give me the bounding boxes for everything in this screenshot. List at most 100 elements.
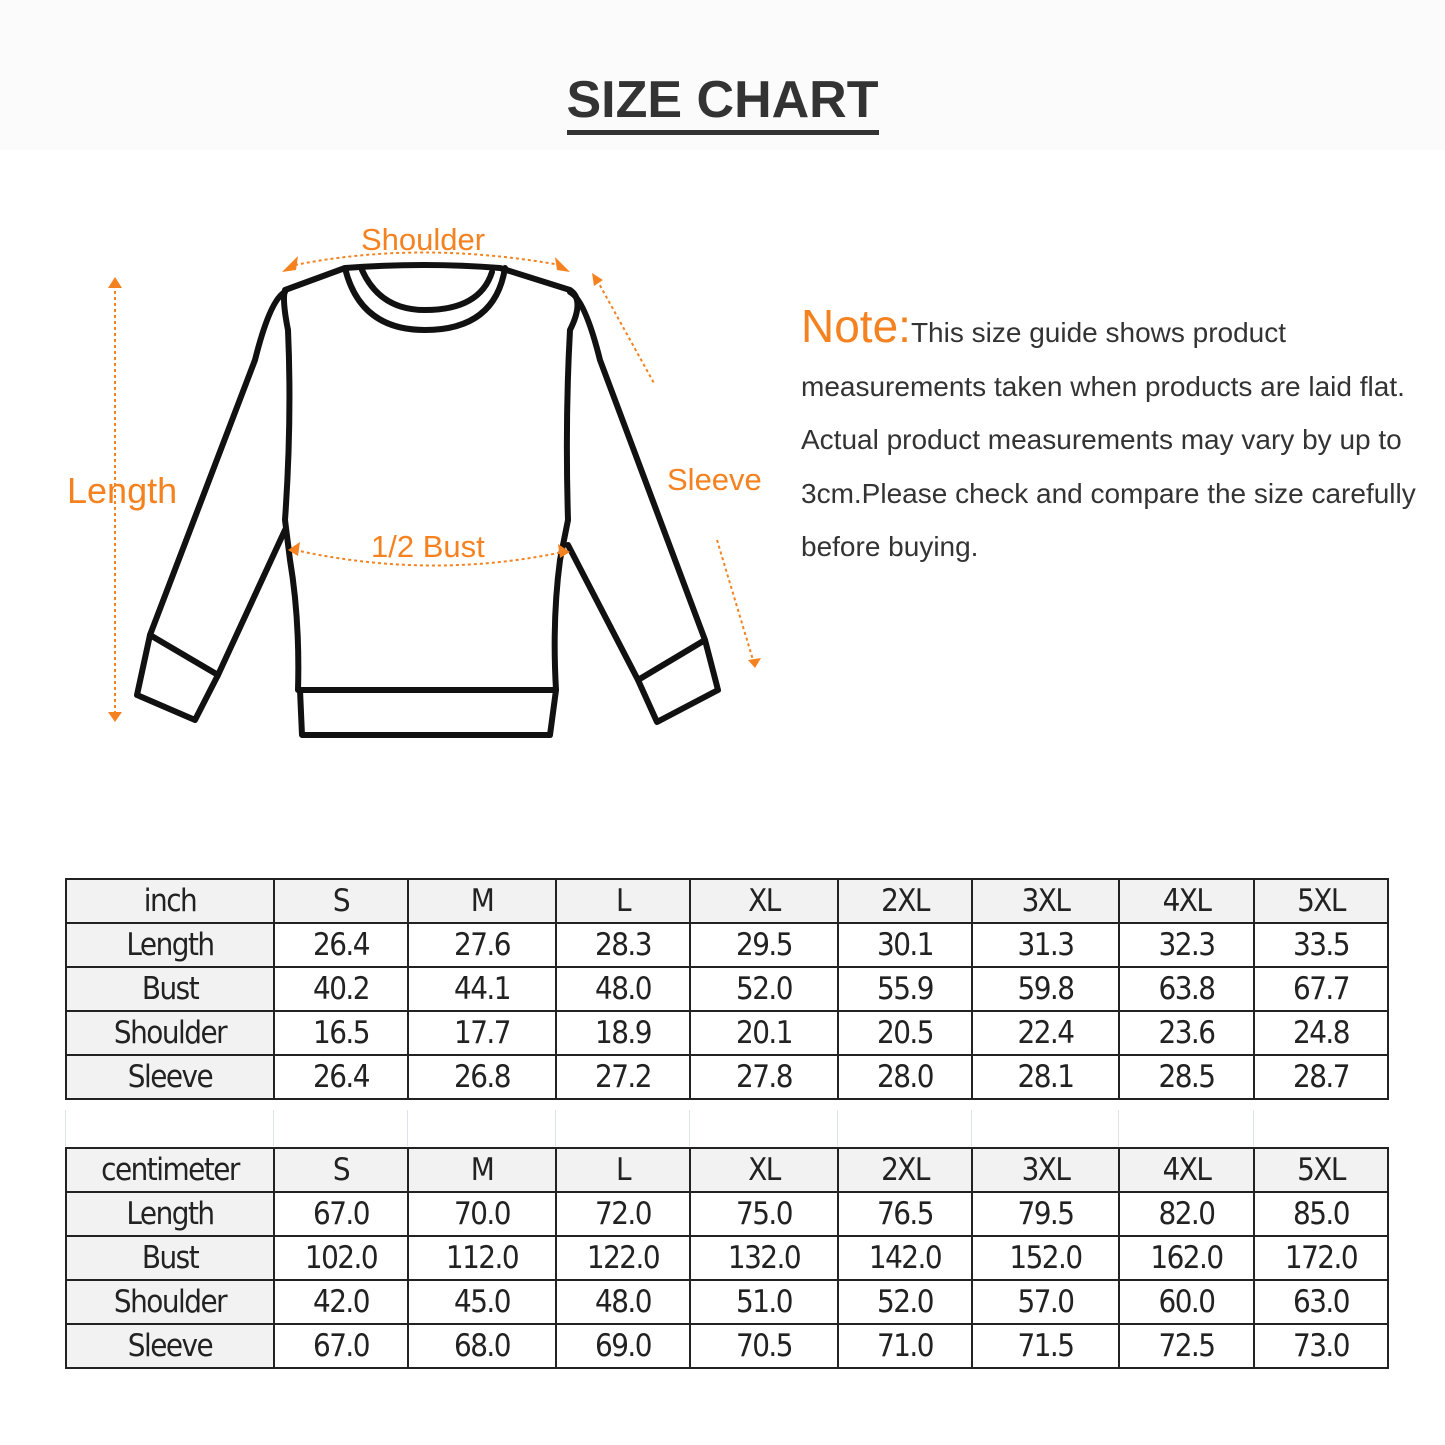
- measurement-cell: 60.0: [1118, 1279, 1255, 1325]
- table-row: Bust 40.2 44.1 48.0 52.0 55.9 59.8 63.8 67.7: [65, 966, 1389, 1012]
- header-row: inch S M L XL 2XL 3XL 4XL 5XL: [65, 878, 1389, 924]
- measurement-cell: 70.5: [689, 1323, 839, 1369]
- spacer-gridline: [65, 1110, 66, 1146]
- measurement-cell: 27.2: [555, 1054, 691, 1100]
- measurement-cell: 67.0: [273, 1191, 409, 1237]
- table-row: Bust 102.0 112.0 122.0 132.0 142.0 152.0 162.0 1…: [65, 1235, 1389, 1281]
- measurement-cell: 70.0: [407, 1191, 557, 1237]
- measurement-cell: 102.0: [273, 1235, 409, 1281]
- measurement-cell: 75.0: [689, 1191, 839, 1237]
- spacer-gridline: [273, 1110, 274, 1146]
- table-row: Sleeve 26.4 26.8 27.2 27.8 28.0 28.1 28.5 28.7: [65, 1054, 1389, 1100]
- row-label: Bust: [65, 966, 275, 1012]
- row-label: Length: [65, 1191, 275, 1237]
- measurement-cell: 33.5: [1253, 922, 1389, 968]
- page-title: SIZE CHART: [0, 70, 1445, 135]
- shoulder-label: Shoulder: [361, 222, 486, 257]
- measurement-cell: 26.8: [407, 1054, 557, 1100]
- measurement-cell: 52.0: [689, 966, 839, 1012]
- row-label: Sleeve: [65, 1323, 275, 1369]
- measurement-cell: 142.0: [837, 1235, 973, 1281]
- spacer-gridline: [1118, 1110, 1119, 1146]
- header-row: centimeter S M L XL 2XL 3XL 4XL 5XL: [65, 1147, 1389, 1193]
- measurement-cell: 152.0: [971, 1235, 1120, 1281]
- length-label: Length: [67, 470, 178, 511]
- measurement-cell: 42.0: [273, 1279, 409, 1325]
- measurement-cell: 29.5: [689, 922, 839, 968]
- title-text: SIZE CHART: [566, 70, 879, 135]
- measurement-cell: 24.8: [1253, 1010, 1389, 1056]
- measurement-cell: 28.0: [837, 1054, 973, 1100]
- size-header: 4XL: [1118, 878, 1255, 924]
- size-header: XL: [689, 1147, 839, 1193]
- measurement-cell: 40.2: [273, 966, 409, 1012]
- measurement-cell: 52.0: [837, 1279, 973, 1325]
- row-label: Sleeve: [65, 1054, 275, 1100]
- spacer-gridline: [1253, 1110, 1254, 1146]
- table-row: Shoulder 16.5 17.7 18.9 20.1 20.5 22.4 23.6 24.8: [65, 1010, 1389, 1056]
- measurement-cell: 18.9: [555, 1010, 691, 1056]
- measurement-cell: 71.0: [837, 1323, 973, 1369]
- measurement-cell: 63.8: [1118, 966, 1255, 1012]
- measurement-cell: 48.0: [555, 966, 691, 1012]
- row-label: Length: [65, 922, 275, 968]
- measurement-cell: 122.0: [555, 1235, 691, 1281]
- measurement-cell: 27.8: [689, 1054, 839, 1100]
- row-label: Bust: [65, 1235, 275, 1281]
- measurement-diagram: Shoulder Length Sleeve 1/2 Bust: [0, 200, 790, 760]
- row-label: Shoulder: [65, 1010, 275, 1056]
- size-header: S: [273, 878, 409, 924]
- spacer-gridline: [971, 1110, 972, 1146]
- measurement-cell: 27.6: [407, 922, 557, 968]
- measurement-cell: 16.5: [273, 1010, 409, 1056]
- table-spacer: [65, 1110, 1388, 1146]
- note-label: Note:: [801, 300, 911, 352]
- measurement-cell: 26.4: [273, 922, 409, 968]
- measurement-cell: 71.5: [971, 1323, 1120, 1369]
- size-table-inch: inch S M L XL 2XL 3XL 4XL 5XL Length 26.4 27.6 28.3 2…: [65, 878, 1389, 1100]
- measurement-cell: 44.1: [407, 966, 557, 1012]
- sweatshirt-icon: [108, 251, 761, 738]
- measurement-cell: 48.0: [555, 1279, 691, 1325]
- table-row: Length 26.4 27.6 28.3 29.5 30.1 31.3 32.3 33.5: [65, 922, 1389, 968]
- table-row: Shoulder 42.0 45.0 48.0 51.0 52.0 57.0 60.0 63.0: [65, 1279, 1389, 1325]
- measurement-cell: 51.0: [689, 1279, 839, 1325]
- spacer-gridline: [837, 1110, 838, 1146]
- measurement-cell: 67.7: [1253, 966, 1389, 1012]
- bust-label: 1/2 Bust: [371, 529, 485, 564]
- measurement-cell: 32.3: [1118, 922, 1255, 968]
- size-header: L: [555, 878, 691, 924]
- measurement-cell: 132.0: [689, 1235, 839, 1281]
- size-header: 2XL: [837, 1147, 973, 1193]
- measurement-cell: 73.0: [1253, 1323, 1389, 1369]
- sleeve-label: Sleeve: [667, 462, 762, 497]
- size-header: S: [273, 1147, 409, 1193]
- table-row: Sleeve 67.0 68.0 69.0 70.5 71.0 71.5 72.5 73.0: [65, 1323, 1389, 1369]
- measurement-cell: 55.9: [837, 966, 973, 1012]
- measurement-cell: 68.0: [407, 1323, 557, 1369]
- row-label: Shoulder: [65, 1279, 275, 1325]
- measurement-cell: 28.1: [971, 1054, 1120, 1100]
- measurement-cell: 72.5: [1118, 1323, 1255, 1369]
- size-header: XL: [689, 878, 839, 924]
- measurement-cell: 76.5: [837, 1191, 973, 1237]
- measurement-cell: 26.4: [273, 1054, 409, 1100]
- measurement-cell: 57.0: [971, 1279, 1120, 1325]
- measurement-cell: 162.0: [1118, 1235, 1255, 1281]
- measurement-cell: 20.5: [837, 1010, 973, 1056]
- unit-header: centimeter: [65, 1147, 275, 1193]
- size-header: 3XL: [971, 1147, 1120, 1193]
- note-block: Note:This size guide shows product measu…: [801, 300, 1421, 574]
- measurement-cell: 17.7: [407, 1010, 557, 1056]
- measurement-cell: 82.0: [1118, 1191, 1255, 1237]
- measurement-cell: 112.0: [407, 1235, 557, 1281]
- measurement-cell: 172.0: [1253, 1235, 1389, 1281]
- spacer-gridline: [689, 1110, 690, 1146]
- measurement-cell: 69.0: [555, 1323, 691, 1369]
- table-row: Length 67.0 70.0 72.0 75.0 76.5 79.5 82.0 85.0: [65, 1191, 1389, 1237]
- size-header: 5XL: [1253, 878, 1389, 924]
- measurement-cell: 59.8: [971, 966, 1120, 1012]
- size-header: 2XL: [837, 878, 973, 924]
- unit-header: inch: [65, 878, 275, 924]
- measurement-cell: 72.0: [555, 1191, 691, 1237]
